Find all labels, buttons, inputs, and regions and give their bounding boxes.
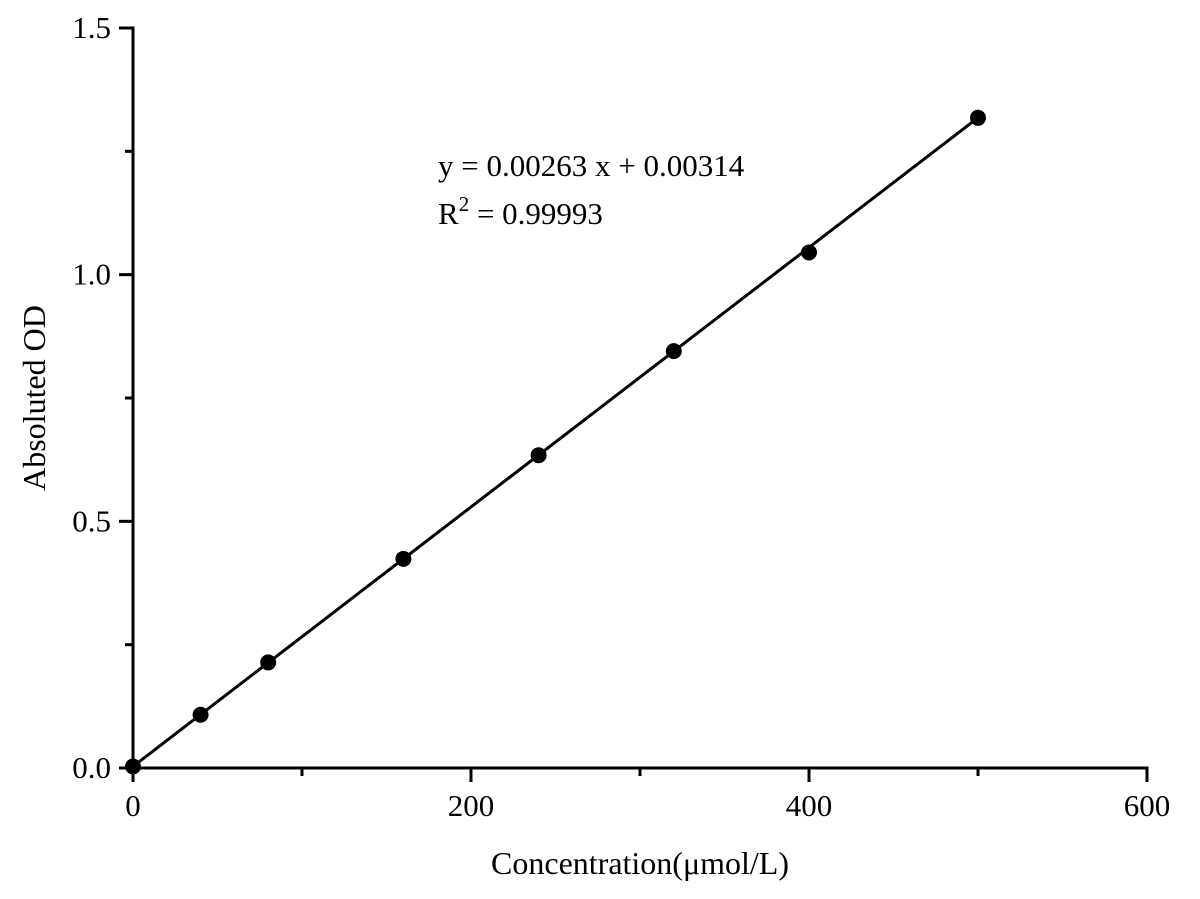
x-tick-label: 600 [1124,788,1171,823]
data-point [395,550,412,567]
data-point [530,447,547,464]
data-point [192,706,209,723]
data-point [260,654,277,671]
y-tick-label: 0.0 [72,750,111,785]
x-tick-label: 0 [125,788,141,823]
x-axis-title: Concentration(μmol/L) [491,845,789,881]
y-tick-label: 1.5 [72,10,111,45]
fit-equation-text: y = 0.00263 x + 0.00314 [438,148,745,183]
data-point [665,343,682,360]
y-tick-label: 0.5 [72,503,111,538]
data-point [801,244,817,261]
y-tick-label: 1.0 [72,257,111,292]
axes [131,26,1149,770]
tick-labels: 0 200 400 600 0.0 0.5 1.0 1.5 [72,10,1170,823]
x-tick-label: 200 [448,788,495,823]
data-point [970,109,986,126]
x-tick-label: 400 [786,788,833,823]
tick-marks [119,26,1149,782]
data-point [125,758,141,775]
y-axis-title: Absoluted OD [16,305,52,491]
data-series [125,109,986,775]
r-squared-text: R2 = 0.99993 [438,192,603,231]
